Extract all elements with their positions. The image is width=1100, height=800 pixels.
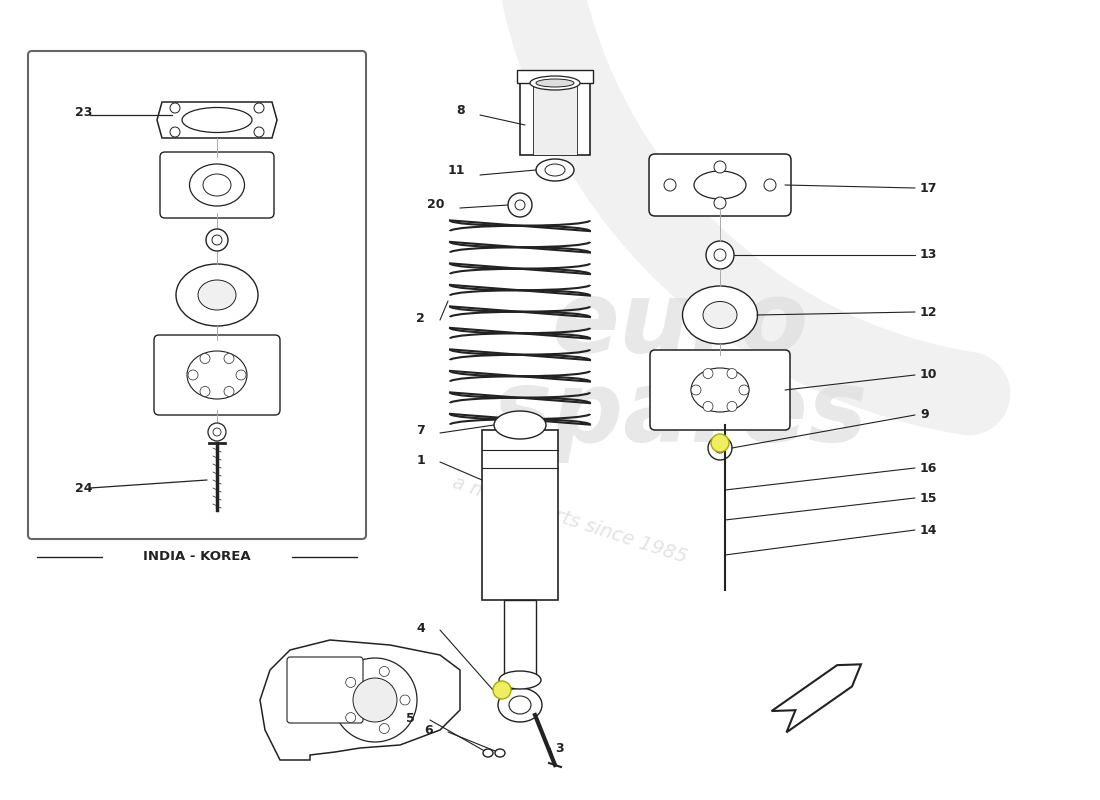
Text: 10: 10 [920, 369, 937, 382]
Circle shape [714, 161, 726, 173]
Circle shape [714, 197, 726, 209]
Ellipse shape [189, 164, 244, 206]
Circle shape [254, 127, 264, 137]
Text: 15: 15 [920, 491, 937, 505]
FancyBboxPatch shape [649, 154, 791, 216]
Text: a motor parts since 1985: a motor parts since 1985 [450, 473, 690, 567]
Ellipse shape [495, 749, 505, 757]
Ellipse shape [536, 159, 574, 181]
Ellipse shape [498, 688, 542, 722]
Text: 23: 23 [75, 106, 92, 118]
Circle shape [727, 369, 737, 378]
Text: 17: 17 [920, 182, 937, 194]
Text: 1: 1 [416, 454, 425, 466]
FancyBboxPatch shape [287, 657, 363, 723]
Ellipse shape [509, 696, 531, 714]
Text: 24: 24 [75, 482, 92, 494]
Circle shape [206, 229, 228, 251]
Ellipse shape [176, 264, 258, 326]
Polygon shape [771, 664, 861, 732]
Circle shape [715, 443, 725, 453]
Text: 6: 6 [425, 723, 433, 737]
Circle shape [727, 402, 737, 411]
Circle shape [200, 354, 210, 363]
Ellipse shape [182, 107, 252, 133]
Text: 11: 11 [448, 163, 465, 177]
Ellipse shape [544, 164, 565, 176]
Text: 7: 7 [416, 423, 425, 437]
Ellipse shape [691, 368, 749, 412]
Text: INDIA - KOREA: INDIA - KOREA [143, 550, 251, 563]
Circle shape [708, 436, 732, 460]
Ellipse shape [536, 79, 574, 87]
Bar [482, 430, 558, 600]
Circle shape [333, 658, 417, 742]
Polygon shape [260, 640, 460, 760]
Ellipse shape [187, 351, 248, 399]
Circle shape [714, 249, 726, 261]
Polygon shape [517, 70, 593, 83]
Circle shape [208, 423, 226, 441]
Circle shape [170, 127, 180, 137]
FancyBboxPatch shape [160, 152, 274, 218]
Text: 16: 16 [920, 462, 937, 474]
Text: 8: 8 [456, 103, 465, 117]
Ellipse shape [694, 171, 746, 199]
Circle shape [515, 200, 525, 210]
Circle shape [345, 713, 355, 722]
Text: 5: 5 [406, 711, 415, 725]
Ellipse shape [703, 302, 737, 329]
Polygon shape [534, 83, 578, 155]
Circle shape [345, 678, 355, 687]
Circle shape [508, 193, 532, 217]
Text: 14: 14 [920, 523, 937, 537]
Bar [504, 600, 536, 680]
Ellipse shape [499, 671, 541, 689]
Ellipse shape [198, 280, 236, 310]
Circle shape [254, 103, 264, 113]
Circle shape [224, 386, 234, 397]
Circle shape [213, 428, 221, 436]
Circle shape [188, 370, 198, 380]
Text: 2: 2 [416, 311, 425, 325]
FancyBboxPatch shape [28, 51, 366, 539]
Circle shape [379, 723, 389, 734]
Circle shape [739, 385, 749, 395]
Circle shape [711, 434, 729, 452]
Circle shape [703, 369, 713, 378]
Text: 9: 9 [920, 409, 928, 422]
Circle shape [224, 354, 234, 363]
Circle shape [706, 241, 734, 269]
Circle shape [236, 370, 246, 380]
Ellipse shape [682, 286, 758, 344]
FancyBboxPatch shape [154, 335, 280, 415]
Circle shape [212, 235, 222, 245]
Text: 3: 3 [556, 742, 563, 754]
Circle shape [379, 666, 389, 677]
Circle shape [493, 681, 512, 699]
Text: 20: 20 [428, 198, 446, 211]
Circle shape [170, 103, 180, 113]
Text: 13: 13 [920, 249, 937, 262]
Text: 4: 4 [416, 622, 425, 634]
Text: euro
spares: euro spares [493, 277, 868, 463]
Circle shape [691, 385, 701, 395]
Ellipse shape [530, 76, 580, 90]
FancyBboxPatch shape [650, 350, 790, 430]
Polygon shape [520, 75, 590, 155]
Circle shape [703, 402, 713, 411]
Circle shape [664, 179, 676, 191]
Ellipse shape [204, 174, 231, 196]
Circle shape [764, 179, 776, 191]
Ellipse shape [483, 749, 493, 757]
Text: 12: 12 [920, 306, 937, 318]
Ellipse shape [494, 411, 546, 439]
Circle shape [200, 386, 210, 397]
Polygon shape [157, 102, 277, 138]
Circle shape [353, 678, 397, 722]
Circle shape [400, 695, 410, 705]
